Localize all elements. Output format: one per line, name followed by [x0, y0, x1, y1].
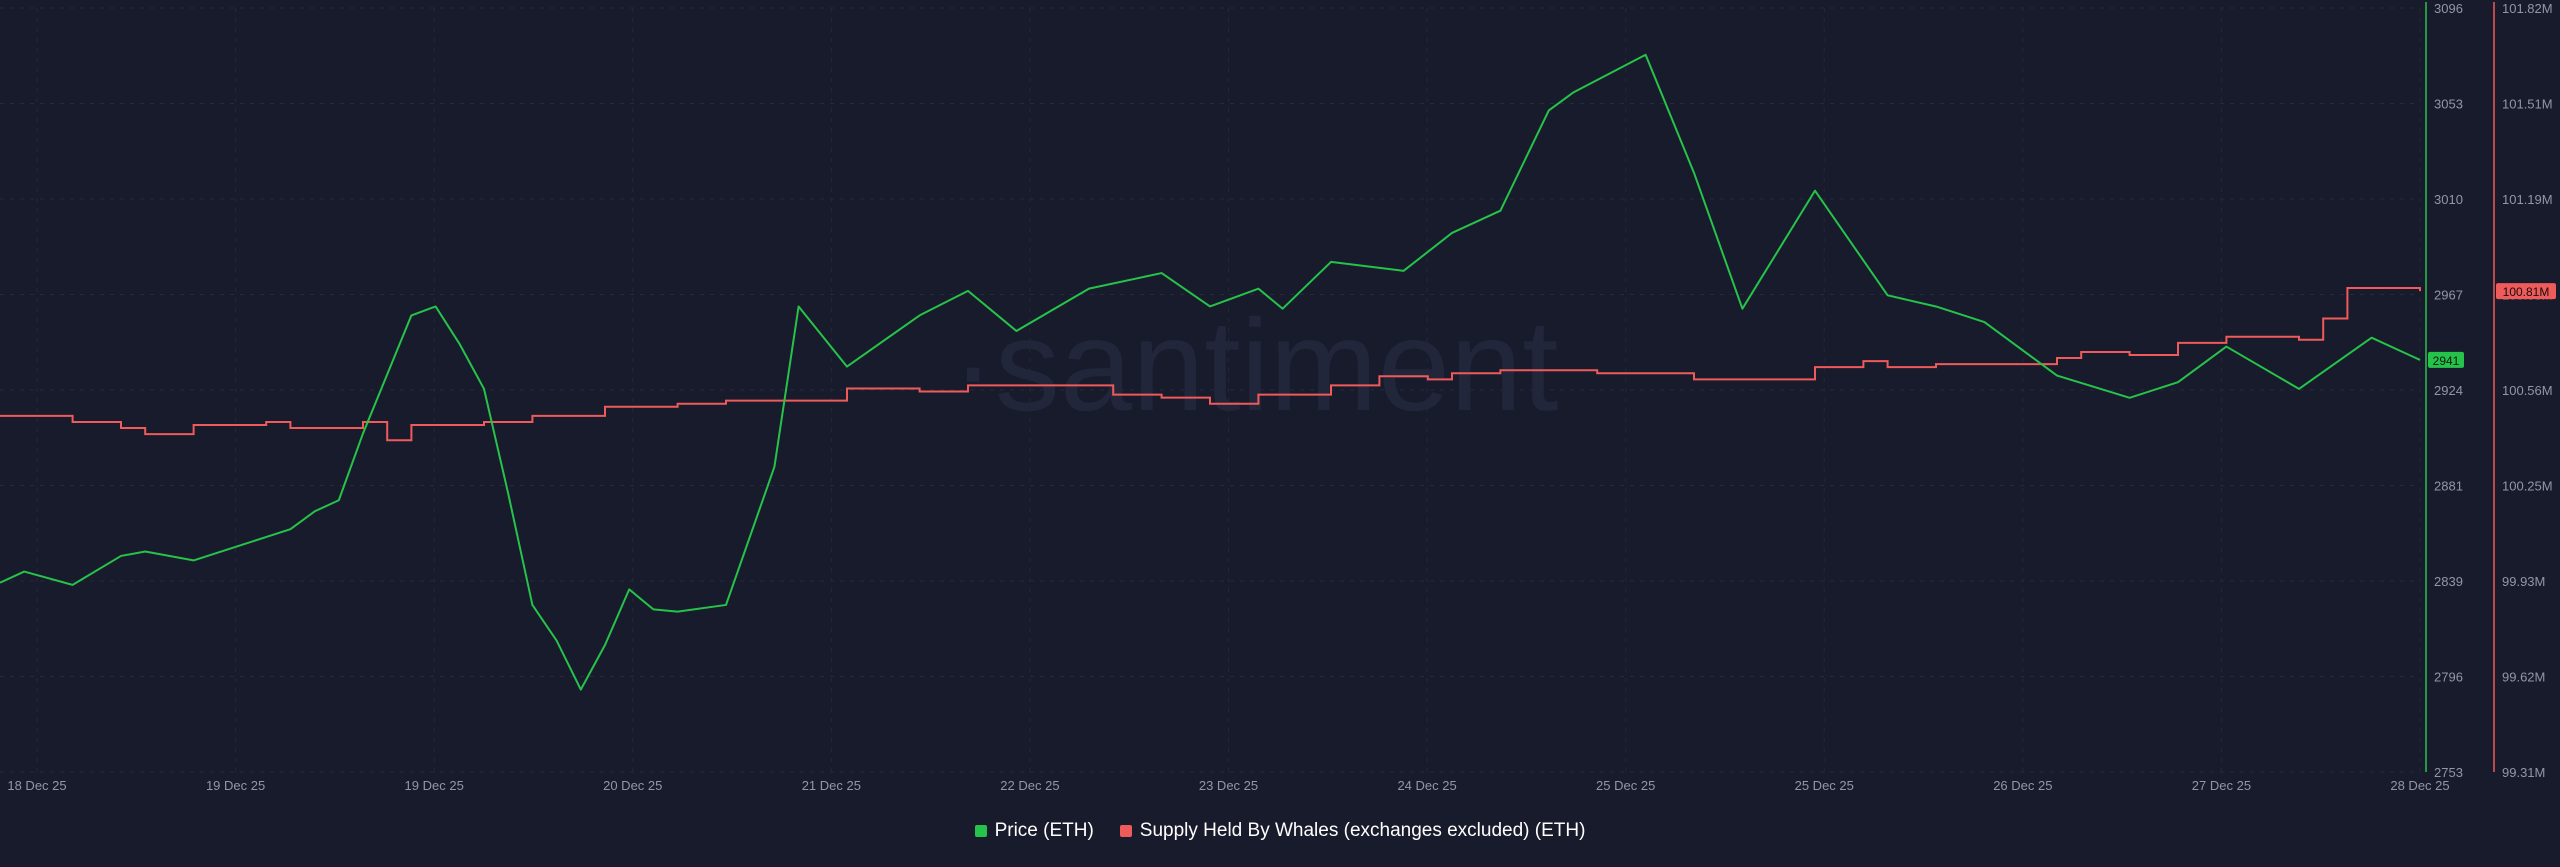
x-tick-label: 21 Dec 25 [802, 778, 861, 793]
x-tick-label: 19 Dec 25 [206, 778, 265, 793]
price-last-value-badge [2428, 351, 2464, 368]
whale-axis-tick-label: 101.19M [2502, 192, 2553, 207]
legend-swatch-price [974, 825, 987, 837]
legend-swatch-whale-supply [1119, 825, 1132, 837]
price-axis-tick-label: 3096 [2434, 1, 2463, 16]
price-axis-tick-label: 3053 [2434, 97, 2463, 112]
whale-axis-tick-label: 100.56M [2502, 383, 2553, 398]
price-axis-tick-label: 3010 [2434, 192, 2463, 207]
price-axis-tick-label: 2796 [2434, 670, 2463, 685]
x-tick-label: 26 Dec 25 [1993, 778, 2052, 793]
x-tick-label: 19 Dec 25 [405, 778, 464, 793]
x-tick-label: 20 Dec 25 [603, 778, 662, 793]
whale-axis-tick-label: 99.93M [2502, 574, 2545, 589]
whale-axis-tick-label: 99.62M [2502, 670, 2545, 685]
price-axis-tick-label: 2924 [2434, 383, 2463, 398]
price-last-value-text: 2941 [2433, 354, 2460, 368]
price-axis-tick-label: 2839 [2434, 574, 2463, 589]
x-tick-label: 22 Dec 25 [1000, 778, 1059, 793]
x-tick-label: 27 Dec 25 [2192, 778, 2251, 793]
x-tick-label: 18 Dec 25 [7, 778, 66, 793]
x-tick-label: 25 Dec 25 [1795, 778, 1854, 793]
legend-item-whale-supply[interactable]: Supply Held By Whales (exchanges exclude… [1119, 820, 1586, 842]
whale-axis-tick-label: 100.25M [2502, 479, 2553, 494]
price-axis-tick-label: 2967 [2434, 288, 2463, 303]
legend-label-price: Price (ETH) [994, 820, 1094, 841]
watermark-text: ·santiment [952, 292, 1559, 438]
legend-item-price[interactable]: Price (ETH) [974, 820, 1094, 842]
price-series-line [0, 53, 2421, 691]
whale-axis-tick-label: 99.31M [2502, 765, 2545, 780]
x-tick-label: 28 Dec 25 [2390, 778, 2449, 793]
x-tick-label: 25 Dec 25 [1596, 778, 1655, 793]
whale-axis-tick-label: 101.82M [2502, 1, 2553, 16]
whale-last-value-badge [2496, 283, 2556, 300]
whale-axis-tick-label: 101.51M [2502, 97, 2553, 112]
price-axis-tick-label: 2753 [2434, 765, 2463, 780]
whale-last-value-text: 100.81M [2503, 285, 2550, 299]
whale-supply-series-line [0, 287, 2421, 442]
price-whale-line-chart: 18 Dec 25 19 Dec 25 19 Dec 25 20 Dec 25 21 D… [0, 1, 2556, 793]
legend: Price (ETH) Supply Held By Whales (excha… [0, 820, 2560, 842]
x-tick-label: 24 Dec 25 [1397, 778, 1456, 793]
legend-label-whale-supply: Supply Held By Whales (exchanges exclude… [1139, 820, 1586, 841]
price-axis-tick-label: 2881 [2434, 479, 2463, 494]
x-tick-label: 23 Dec 25 [1199, 778, 1258, 793]
